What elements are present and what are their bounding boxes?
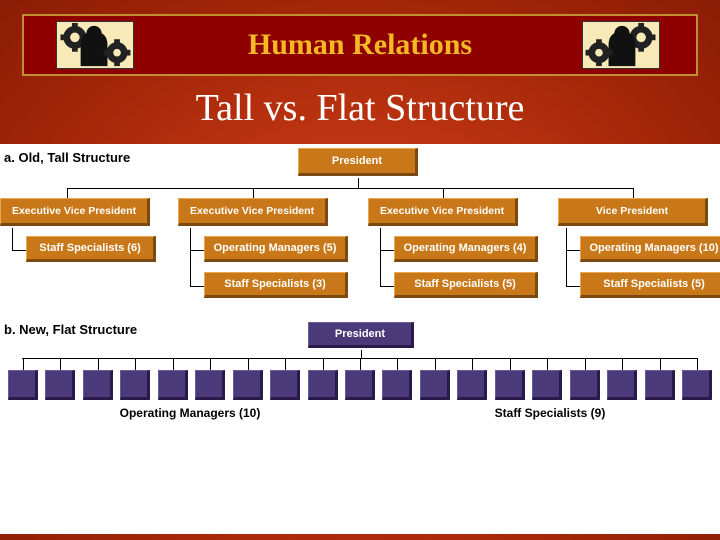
flat-unit <box>120 370 150 400</box>
box-evp: Executive Vice President <box>368 198 518 226</box>
connector-line <box>210 358 211 370</box>
flat-unit <box>158 370 188 400</box>
flat-unit <box>83 370 113 400</box>
connector-line <box>547 358 548 370</box>
connector-line <box>380 250 394 251</box>
connector-line <box>358 178 359 188</box>
box-evp: Executive Vice President <box>0 198 150 226</box>
flat-unit <box>570 370 600 400</box>
gear-icon-right <box>582 21 660 69</box>
connector-line <box>566 250 580 251</box>
flat-unit <box>270 370 300 400</box>
slide-root: Human Relations Tall vs. Flat Structure … <box>0 0 720 540</box>
flat-unit <box>532 370 562 400</box>
connector-line <box>248 358 249 370</box>
connector-line <box>361 350 362 358</box>
flat-unit <box>420 370 450 400</box>
connector-line <box>323 358 324 370</box>
box-child: Staff Specialists (5) <box>394 272 538 298</box>
connector-line <box>633 188 634 198</box>
gear-icon <box>583 22 659 68</box>
connector-line <box>380 228 381 286</box>
connector-line <box>60 358 61 370</box>
header-title: Human Relations <box>248 28 472 62</box>
connector-line <box>173 358 174 370</box>
section-a-label: a. Old, Tall Structure <box>4 150 130 165</box>
header-bar: Human Relations <box>22 14 698 76</box>
gear-icon-left <box>56 21 134 69</box>
flat-unit <box>457 370 487 400</box>
connector-line <box>443 188 444 198</box>
box-child: Operating Managers (5) <box>204 236 348 262</box>
flat-unit <box>45 370 75 400</box>
flat-unit <box>607 370 637 400</box>
connector-line <box>360 358 361 370</box>
connector-line <box>435 358 436 370</box>
flat-unit <box>8 370 38 400</box>
flat-unit <box>682 370 712 400</box>
box-child: Operating Managers (4) <box>394 236 538 262</box>
connector-line <box>397 358 398 370</box>
chart-panel: a. Old, Tall Structure President Executi… <box>0 144 720 534</box>
flat-group-label: Staff Specialists (9) <box>420 406 680 420</box>
flat-group-label: Operating Managers (10) <box>60 406 320 420</box>
flat-unit <box>382 370 412 400</box>
connector-line <box>585 358 586 370</box>
connector-line <box>190 228 191 286</box>
connector-line <box>622 358 623 370</box>
box-child: Operating Managers (10) <box>580 236 720 262</box>
connector-line <box>472 358 473 370</box>
flat-unit <box>195 370 225 400</box>
connector-line <box>510 358 511 370</box>
gear-icon <box>57 22 133 68</box>
connector-line <box>190 250 204 251</box>
box-child: Staff Specialists (5) <box>580 272 720 298</box>
flat-unit <box>495 370 525 400</box>
box-president-flat: President <box>308 322 414 348</box>
connector-line <box>380 286 394 287</box>
box-vp: Vice President <box>558 198 708 226</box>
connector-line <box>135 358 136 370</box>
box-evp: Executive Vice President <box>178 198 328 226</box>
connector-line <box>98 358 99 370</box>
box-child: Staff Specialists (6) <box>26 236 156 262</box>
box-president-tall: President <box>298 148 418 176</box>
flat-unit <box>645 370 675 400</box>
section-b-label: b. New, Flat Structure <box>4 322 137 337</box>
flat-unit <box>308 370 338 400</box>
connector-line <box>566 286 580 287</box>
page-title: Tall vs. Flat Structure <box>0 86 720 130</box>
box-child: Staff Specialists (3) <box>204 272 348 298</box>
connector-line <box>253 188 254 198</box>
connector-line <box>190 286 204 287</box>
flat-unit <box>345 370 375 400</box>
connector-line <box>566 228 567 286</box>
connector-line <box>285 358 286 370</box>
flat-unit <box>233 370 263 400</box>
connector-line <box>660 358 661 370</box>
connector-line <box>67 188 633 189</box>
connector-line <box>12 228 13 250</box>
connector-line <box>12 250 26 251</box>
connector-line <box>67 188 68 198</box>
connector-line <box>23 358 24 370</box>
connector-line <box>697 358 698 370</box>
